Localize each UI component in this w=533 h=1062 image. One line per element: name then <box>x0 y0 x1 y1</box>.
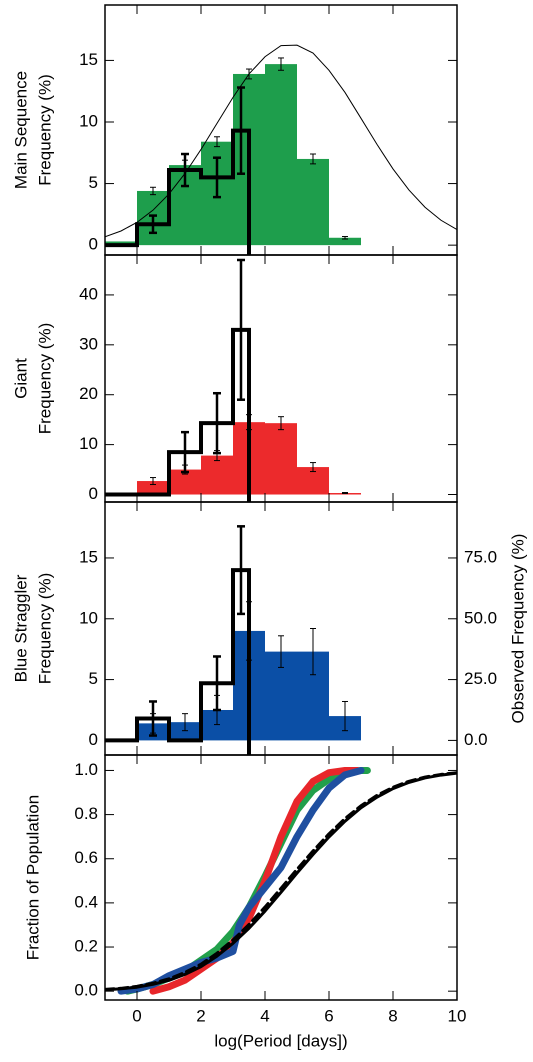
y-tick-label: 0 <box>89 730 98 749</box>
y-axis-title: Frequency (%) <box>35 74 54 185</box>
x-tick-label: 4 <box>260 1006 269 1025</box>
y-tick-label: 0.8 <box>74 804 98 823</box>
y2-tick-label: 0.0 <box>464 730 488 749</box>
x-tick-label: 2 <box>196 1006 205 1025</box>
cumulative-line <box>105 771 457 992</box>
y2-axis-title: Observed Frequency (%) <box>508 534 527 724</box>
panel-frame <box>104 754 458 1001</box>
y-tick-label: 0.0 <box>74 981 98 1000</box>
y-tick-label: 0.4 <box>74 892 98 911</box>
model-curve <box>105 44 457 238</box>
y-tick-label: 0 <box>89 235 98 254</box>
y-tick-label: 0 <box>89 484 98 503</box>
y-tick-label: 20 <box>79 384 98 403</box>
y-tick-label: 15 <box>79 547 98 566</box>
y-tick-label: 40 <box>79 284 98 303</box>
x-tick-label: 8 <box>388 1006 397 1025</box>
x-axis-title: log(Period [days]) <box>214 1031 347 1050</box>
y-tick-label: 5 <box>89 173 98 192</box>
bar <box>329 237 361 246</box>
y2-tick-label: 50.0 <box>464 608 497 627</box>
y-tick-label: 10 <box>79 434 98 453</box>
cumulative-line <box>117 766 365 995</box>
y-axis-title: Fraction of Population <box>23 795 42 960</box>
y-tick-label: 10 <box>79 608 98 627</box>
bar <box>265 423 297 495</box>
cumulative-line <box>105 771 457 991</box>
y-tick-label: 0.2 <box>74 937 98 956</box>
cumulative-line <box>123 766 371 995</box>
y-axis-title: Main Sequence <box>11 71 30 189</box>
y-tick-label: 10 <box>79 111 98 130</box>
y-tick-label: 5 <box>89 669 98 688</box>
y-axis-title: Frequency (%) <box>35 573 54 684</box>
x-tick-label: 6 <box>324 1006 333 1025</box>
bar <box>201 455 233 495</box>
y-tick-label: 30 <box>79 334 98 353</box>
y-tick-label: 0.6 <box>74 848 98 867</box>
bar <box>265 64 297 246</box>
y-axis-title: Blue Straggler <box>11 574 30 682</box>
y-axis-title: Giant <box>11 358 30 399</box>
y-tick-label: 1.0 <box>74 760 98 779</box>
bar <box>169 722 201 741</box>
x-tick-label: 10 <box>448 1006 467 1025</box>
x-tick-label: 0 <box>132 1006 141 1025</box>
bar <box>297 158 329 246</box>
y2-tick-label: 25.0 <box>464 669 497 688</box>
y-tick-label: 15 <box>79 50 98 69</box>
bar <box>137 481 169 495</box>
y-axis-title: Frequency (%) <box>35 323 54 434</box>
y2-tick-label: 75.0 <box>464 547 497 566</box>
cumulative-line <box>149 766 362 995</box>
